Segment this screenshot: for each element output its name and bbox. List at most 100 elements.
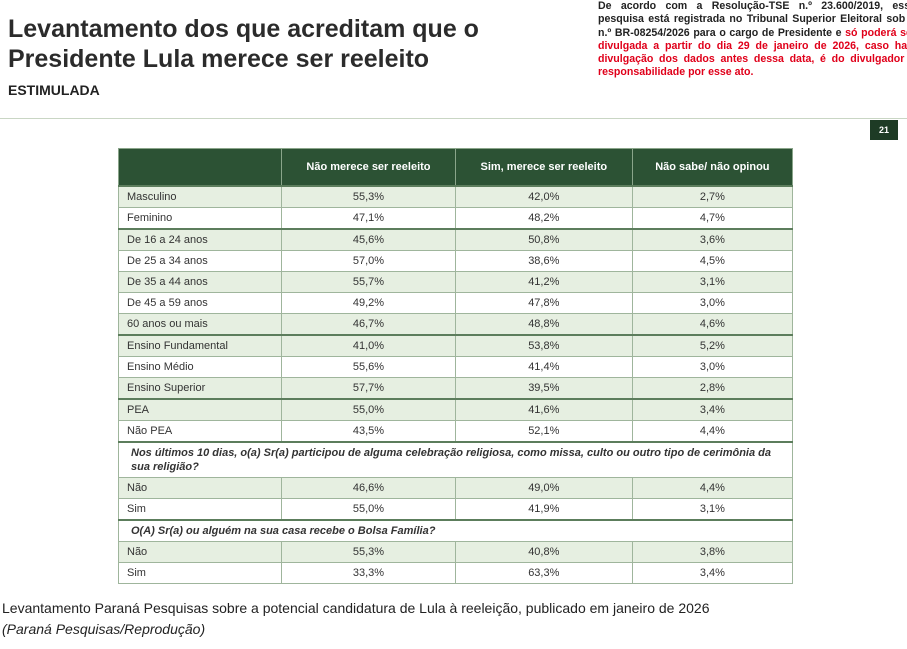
column-header: Sim, merece ser reeleito [454, 148, 633, 187]
row-label: De 45 a 59 anos [117, 292, 283, 314]
value-cell: 49,2% [281, 292, 456, 314]
data-row: De 16 a 24 anos 45,6% 50,8% 3,6% [117, 228, 794, 251]
data-row: Ensino Médio 55,6% 41,4% 3,0% [117, 356, 794, 378]
data-row: Ensino Superior 57,7% 39,5% 2,8% [117, 377, 794, 400]
value-cell: 55,6% [281, 356, 456, 378]
value-cell: 48,2% [454, 207, 633, 230]
value-cell: 3,0% [631, 356, 794, 378]
column-header: Não merece ser reeleito [281, 148, 456, 187]
value-cell: 55,0% [281, 498, 456, 521]
slide-title: Levantamento dos que acreditam que o Pre… [8, 15, 479, 73]
value-cell: 3,1% [631, 271, 794, 293]
value-cell: 63,3% [454, 562, 633, 584]
column-header: Não sabe/ não opinou [631, 148, 794, 187]
value-cell: 39,5% [454, 377, 633, 400]
credit: (Paraná Pesquisas/Reprodução) [2, 621, 206, 637]
row-label: Sim [117, 562, 283, 584]
value-cell: 41,2% [454, 271, 633, 293]
value-cell: 5,2% [631, 334, 794, 357]
value-cell: 3,4% [631, 562, 794, 584]
value-cell: 2,7% [631, 185, 794, 208]
row-label: Ensino Fundamental [117, 334, 283, 357]
data-row: De 35 a 44 anos 55,7% 41,2% 3,1% [117, 271, 794, 293]
value-cell: 41,0% [281, 334, 456, 357]
value-cell: 55,3% [281, 541, 456, 563]
divider [0, 118, 907, 119]
value-cell: 3,6% [631, 228, 794, 251]
disclaimer-intro: De acordo com a Resolução-TSE n.º 23.600… [598, 0, 907, 39]
value-cell: 3,8% [631, 541, 794, 563]
row-label: De 16 a 24 anos [117, 228, 283, 251]
results-table: Não merece ser reeleito Sim, merece ser r… [117, 148, 794, 584]
value-cell: 52,1% [454, 420, 633, 443]
value-cell: 57,7% [281, 377, 456, 400]
value-cell: 4,4% [631, 420, 794, 443]
value-cell: 3,1% [631, 498, 794, 521]
value-cell: 3,4% [631, 398, 794, 421]
value-cell: 46,6% [281, 477, 456, 499]
question-cell: O(A) Sr(a) ou alguém na sua casa recebe … [118, 519, 793, 542]
value-cell: 2,8% [631, 377, 794, 400]
value-cell: 41,4% [454, 356, 633, 378]
data-row: PEA 55,0% 41,6% 3,4% [117, 398, 794, 421]
row-label: PEA [117, 398, 283, 421]
data-row: Feminino 47,1% 48,2% 4,7% [117, 207, 794, 230]
row-label: Sim [117, 498, 283, 521]
value-cell: 47,1% [281, 207, 456, 230]
data-row: Sim 33,3% 63,3% 3,4% [117, 562, 794, 584]
value-cell: 53,8% [454, 334, 633, 357]
row-label: Não [117, 477, 283, 499]
question-row: O(A) Sr(a) ou alguém na sua casa recebe … [118, 519, 793, 542]
value-cell: 41,9% [454, 498, 633, 521]
header-row: Não merece ser reeleito Sim, merece ser r… [117, 148, 794, 187]
row-label: Masculino [117, 185, 283, 208]
value-cell: 46,7% [281, 313, 456, 336]
value-cell: 57,0% [281, 250, 456, 272]
row-label: Feminino [117, 207, 283, 230]
value-cell: 4,4% [631, 477, 794, 499]
header-cell [117, 148, 283, 187]
data-row: De 45 a 59 anos 49,2% 47,8% 3,0% [117, 292, 794, 314]
value-cell: 4,5% [631, 250, 794, 272]
row-label: De 25 a 34 anos [117, 250, 283, 272]
data-row: Sim 55,0% 41,9% 3,1% [117, 498, 794, 521]
row-label: 60 anos ou mais [117, 313, 283, 336]
data-row: De 25 a 34 anos 57,0% 38,6% 4,5% [117, 250, 794, 272]
row-label: Ensino Médio [117, 356, 283, 378]
question-cell: Nos últimos 10 dias, o(a) Sr(a) particip… [118, 441, 793, 478]
row-label: Não [117, 541, 283, 563]
data-row: Não 46,6% 49,0% 4,4% [117, 477, 794, 499]
value-cell: 50,8% [454, 228, 633, 251]
row-label: De 35 a 44 anos [117, 271, 283, 293]
value-cell: 48,8% [454, 313, 633, 336]
data-row: Não 55,3% 40,8% 3,8% [117, 541, 794, 563]
row-label: Ensino Superior [117, 377, 283, 400]
value-cell: 4,6% [631, 313, 794, 336]
data-row: Não PEA 43,5% 52,1% 4,4% [117, 420, 794, 443]
value-cell: 43,5% [281, 420, 456, 443]
value-cell: 41,6% [454, 398, 633, 421]
caption: Levantamento Paraná Pesquisas sobre a po… [2, 600, 710, 616]
value-cell: 55,7% [281, 271, 456, 293]
value-cell: 42,0% [454, 185, 633, 208]
disclaimer-warning: só poderá ser divulgada a partir do dia … [598, 26, 907, 79]
data-row: Masculino 55,3% 42,0% 2,7% [117, 185, 794, 208]
page-number: 21 [870, 120, 898, 140]
value-cell: 4,7% [631, 207, 794, 230]
row-label: Não PEA [117, 420, 283, 443]
value-cell: 3,0% [631, 292, 794, 314]
value-cell: 40,8% [454, 541, 633, 563]
value-cell: 55,0% [281, 398, 456, 421]
data-row: Ensino Fundamental 41,0% 53,8% 5,2% [117, 334, 794, 357]
value-cell: 49,0% [454, 477, 633, 499]
data-row: 60 anos ou mais 46,7% 48,8% 4,6% [117, 313, 794, 336]
value-cell: 55,3% [281, 185, 456, 208]
slide-subtitle: ESTIMULADA [8, 82, 100, 98]
value-cell: 33,3% [281, 562, 456, 584]
value-cell: 47,8% [454, 292, 633, 314]
table-body: Masculino 55,3% 42,0% 2,7% Feminino 47,1% 48,2… [117, 185, 794, 584]
value-cell: 38,6% [454, 250, 633, 272]
question-row: Nos últimos 10 dias, o(a) Sr(a) particip… [118, 441, 793, 478]
disclaimer: De acordo com a Resolução-TSE n.º 23.600… [598, 0, 907, 80]
